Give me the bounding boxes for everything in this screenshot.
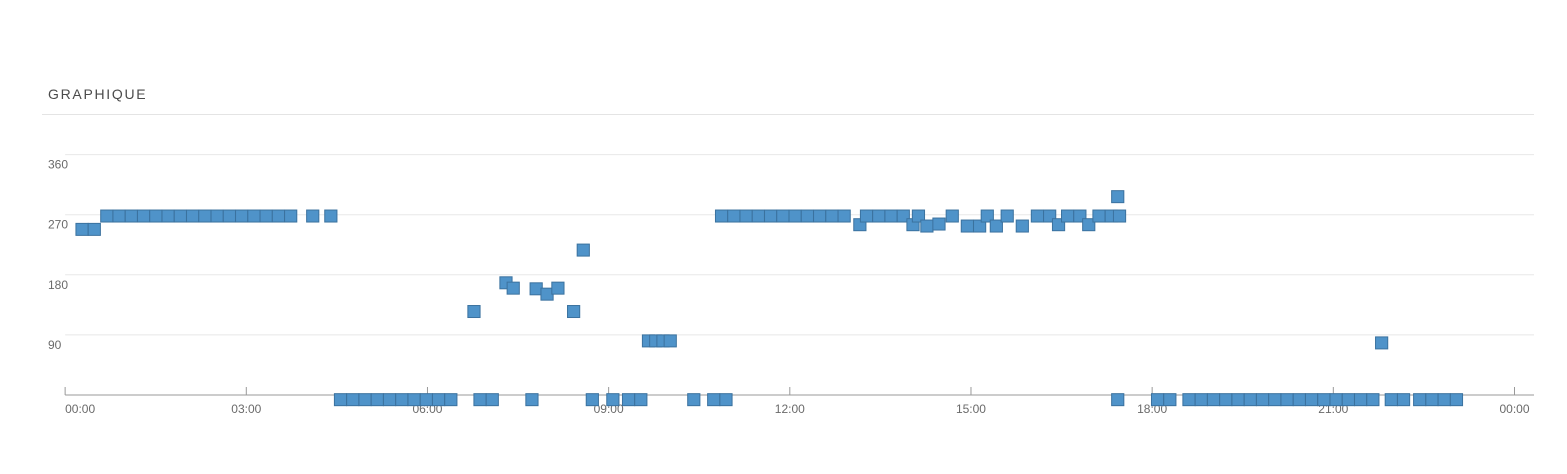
svg-text:180: 180 xyxy=(48,278,68,292)
svg-text:15:00: 15:00 xyxy=(956,402,986,416)
svg-text:00:00: 00:00 xyxy=(65,402,95,416)
svg-text:00:00: 00:00 xyxy=(1499,402,1529,416)
svg-text:270: 270 xyxy=(48,218,68,232)
svg-text:90: 90 xyxy=(48,338,62,352)
svg-text:360: 360 xyxy=(48,158,68,172)
svg-text:03:00: 03:00 xyxy=(231,402,261,416)
svg-text:12:00: 12:00 xyxy=(775,402,805,416)
